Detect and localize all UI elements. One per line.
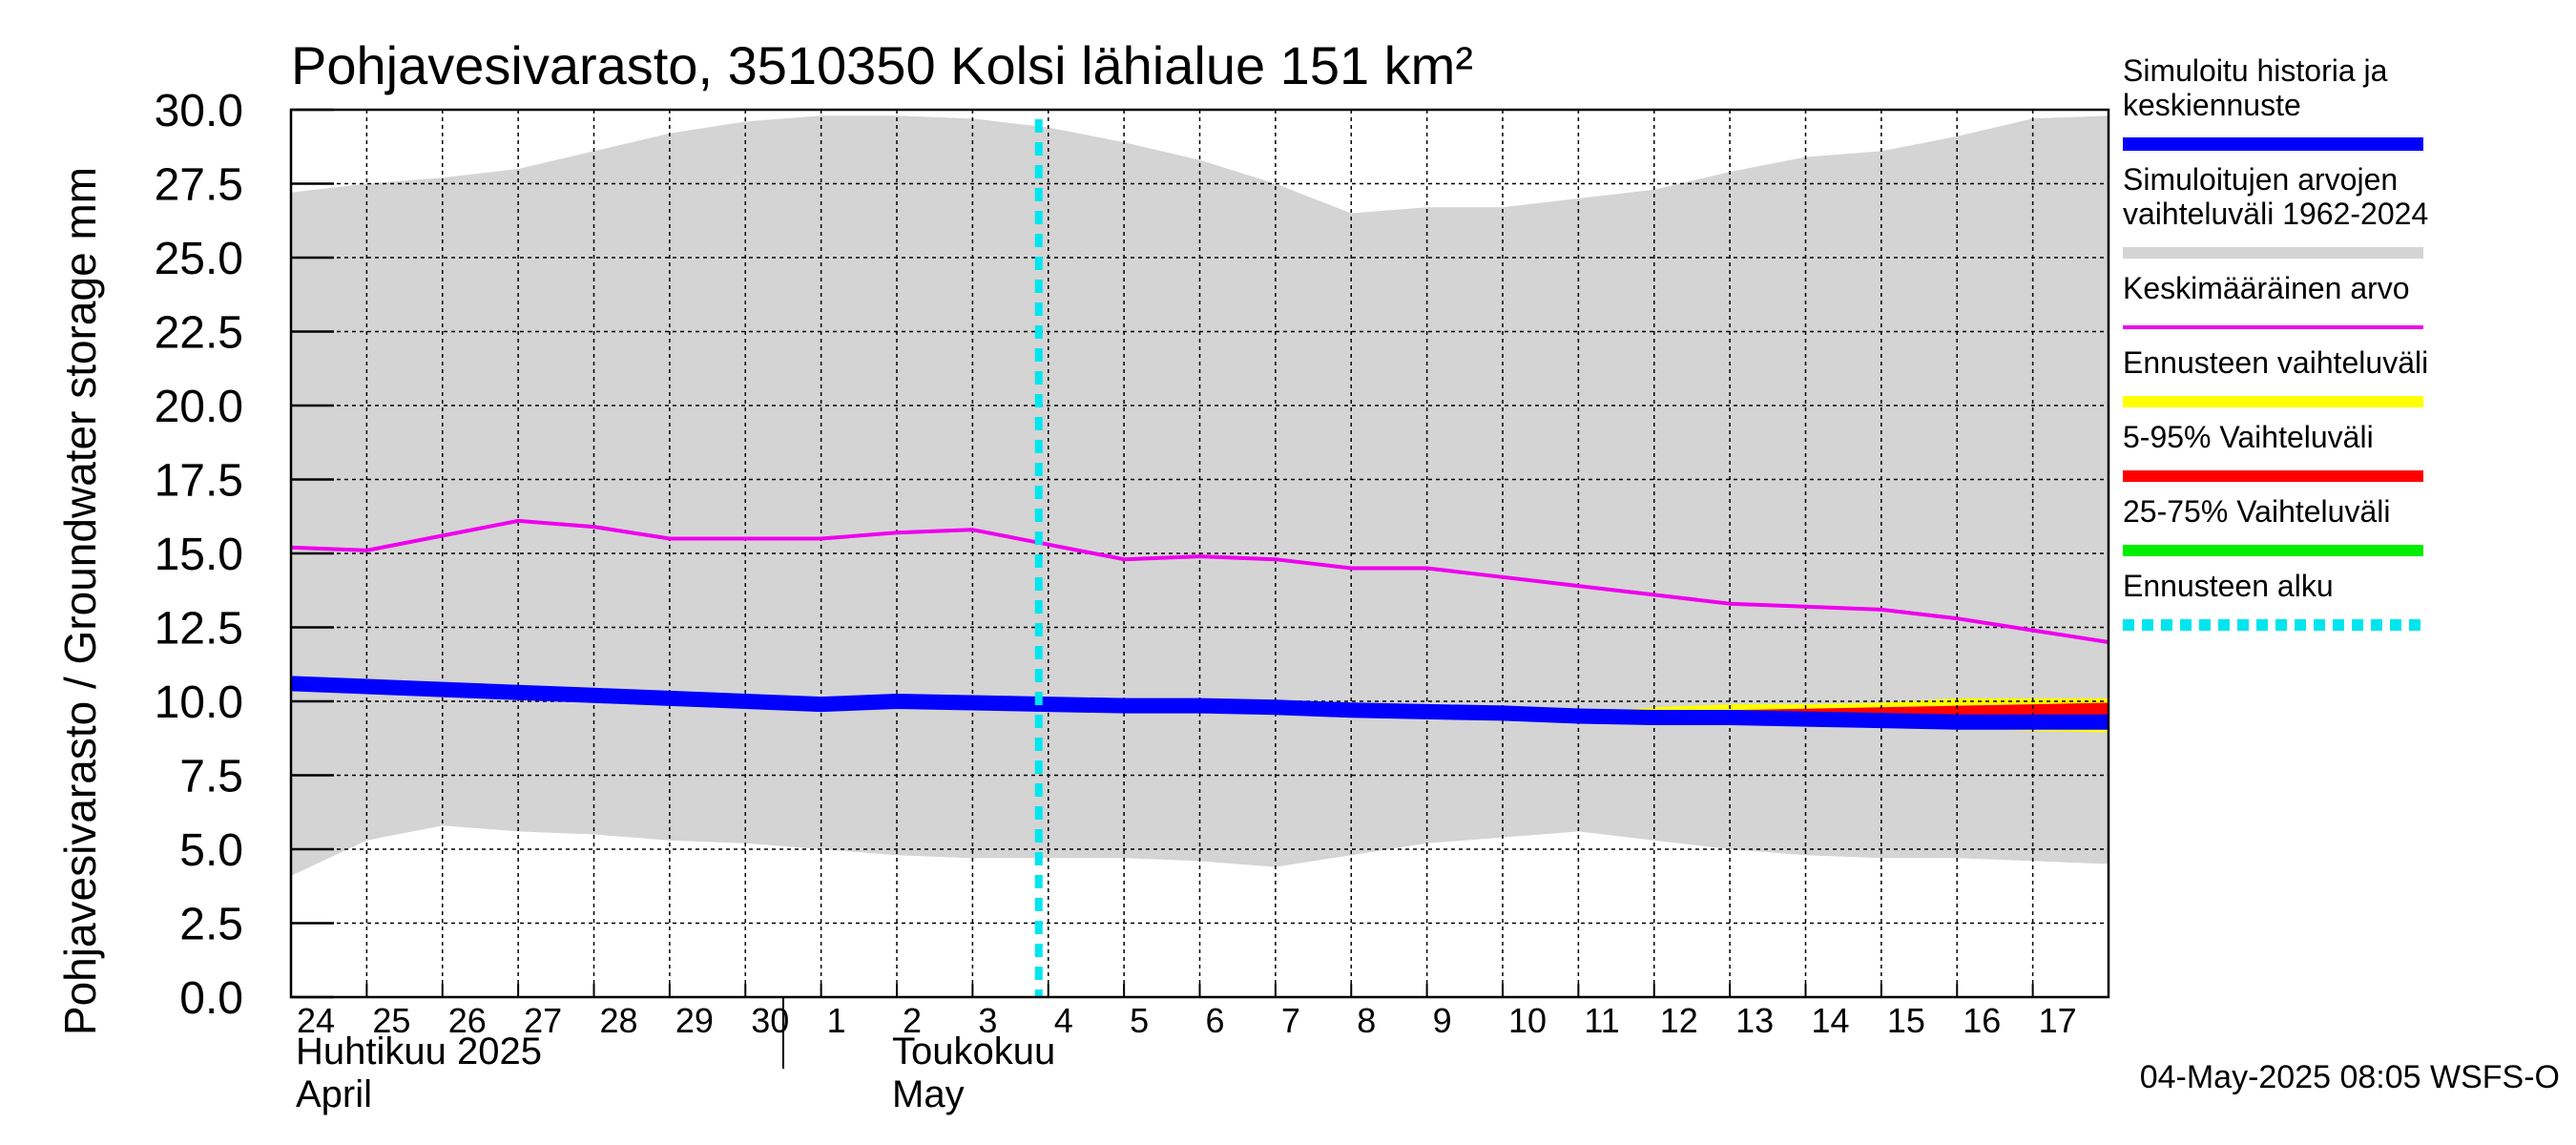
legend-label: Keskimääräinen arvo <box>2123 271 2410 305</box>
y-tick-label: 30.0 <box>155 86 243 136</box>
y-tick-label: 22.5 <box>155 308 243 359</box>
month-label-fi: Toukokuu <box>892 1030 1055 1072</box>
y-tick-label: 5.0 <box>179 825 243 876</box>
series-line-simuloitu-historia-ja-keskiennuste <box>290 676 2109 730</box>
y-tick-label: 20.0 <box>155 382 243 432</box>
x-tick-label: 13 <box>1735 1001 1774 1040</box>
legend-label: vaihteluväli 1962-2024 <box>2123 197 2428 231</box>
y-tick-label: 25.0 <box>155 234 243 284</box>
legend-label: keskiennuste <box>2123 88 2301 122</box>
legend-label: Ennusteen alku <box>2123 569 2334 603</box>
legend-label: Ennusteen vaihteluväli <box>2123 345 2428 380</box>
x-tick-label: 10 <box>1508 1001 1547 1040</box>
x-tick-label: 9 <box>1433 1001 1452 1040</box>
y-axis-label: Pohjavesivarasto / Groundwater storage m… <box>55 167 105 1035</box>
x-tick-label: 6 <box>1206 1001 1225 1040</box>
legend-label: 5-95% Vaihteluväli <box>2123 420 2374 454</box>
x-tick-label: 14 <box>1812 1001 1850 1040</box>
footer-timestamp: 04-May-2025 08:05 WSFS-O <box>2140 1059 2560 1095</box>
y-tick-label: 0.0 <box>179 973 243 1024</box>
axes: 0.0 2.5 5.0 7.5 10.0 12.5 15.0 17.5 20.0 22.5 25.0… <box>155 86 2110 1115</box>
x-tick-label: 16 <box>1963 1001 2001 1040</box>
x-tick-label: 12 <box>1660 1001 1698 1040</box>
month-label-fi: Huhtikuu 2025 <box>296 1030 542 1072</box>
x-tick-label: 27 <box>524 1001 562 1040</box>
series-line-keskimaarainen-arvo <box>290 518 2109 644</box>
x-tick-label: 8 <box>1357 1001 1376 1040</box>
y-tick-label: 10.0 <box>155 677 243 728</box>
x-tick-label: 1 <box>827 1001 846 1040</box>
y-tick-label: 12.5 <box>155 604 243 655</box>
x-tick-label: 25 <box>372 1001 410 1040</box>
x-tick-label: 26 <box>448 1001 487 1040</box>
x-tick-label: 3 <box>978 1001 997 1040</box>
legend-label: Simuloitujen arvojen <box>2123 162 2398 197</box>
plot-area <box>290 110 2109 997</box>
y-tick-label: 17.5 <box>155 456 243 507</box>
x-tick-label: 5 <box>1130 1001 1149 1040</box>
x-tick-label: 24 <box>297 1001 335 1040</box>
month-label-en: April <box>296 1073 372 1115</box>
x-tick-label: 2 <box>903 1001 922 1040</box>
x-tick-label: 15 <box>1887 1001 1925 1040</box>
x-tick-label: 29 <box>675 1001 714 1040</box>
x-tick-label: 28 <box>600 1001 638 1040</box>
y-tick-label: 27.5 <box>155 160 243 211</box>
x-tick-label: 17 <box>2039 1001 2077 1040</box>
x-tick-label: 11 <box>1584 1001 1619 1040</box>
chart-title: Pohjavesivarasto, 3510350 Kolsi lähialue… <box>291 35 1473 95</box>
legend-label: 25-75% Vaihteluväli <box>2123 494 2390 529</box>
x-tick-label: 4 <box>1054 1001 1073 1040</box>
month-label-en: May <box>892 1073 965 1115</box>
y-tick-label: 15.0 <box>155 530 243 580</box>
y-tick-label: 2.5 <box>179 900 243 950</box>
x-tick-label: 7 <box>1281 1001 1300 1040</box>
legend-label: Simuloitu historia ja <box>2123 53 2388 88</box>
y-tick-label: 7.5 <box>179 752 243 802</box>
